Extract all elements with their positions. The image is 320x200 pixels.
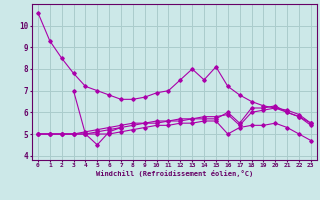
X-axis label: Windchill (Refroidissement éolien,°C): Windchill (Refroidissement éolien,°C) — [96, 170, 253, 177]
